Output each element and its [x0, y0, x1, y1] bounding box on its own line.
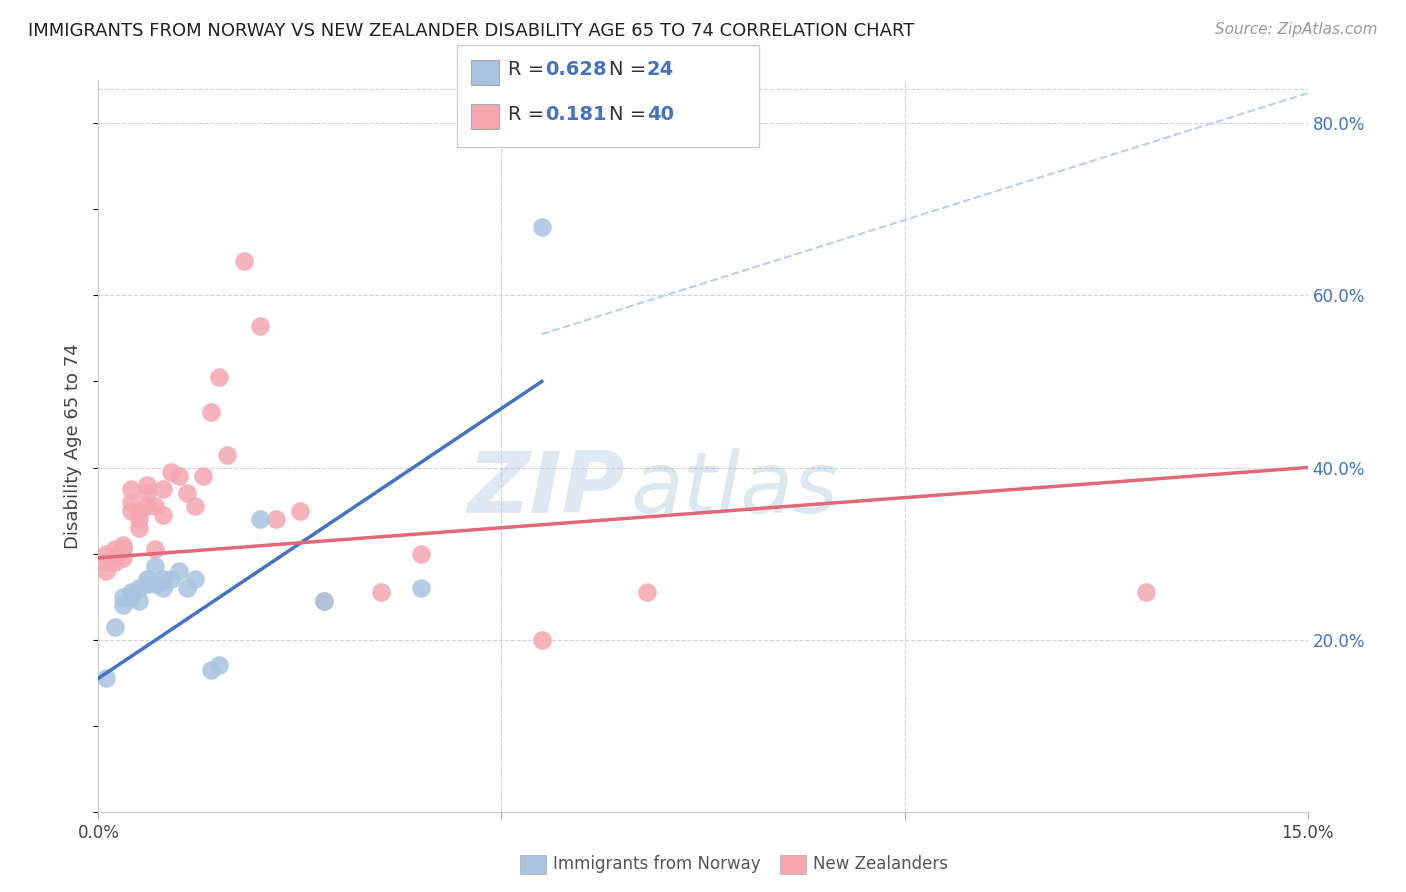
Text: N =: N = [609, 60, 652, 79]
Point [249, 318, 271, 333]
Point [120, 495, 142, 509]
Point [120, 590, 142, 604]
Point [152, 573, 174, 587]
Point [184, 573, 207, 587]
Point [249, 512, 271, 526]
Point [160, 465, 183, 479]
Point [167, 564, 190, 578]
Point [111, 542, 134, 557]
Point [167, 469, 190, 483]
Text: R =: R = [508, 60, 550, 79]
Point [217, 448, 239, 462]
Text: Source: ZipAtlas.com: Source: ZipAtlas.com [1215, 22, 1378, 37]
Point [135, 576, 157, 591]
Point [103, 555, 125, 569]
Point [314, 594, 336, 608]
Point [120, 585, 142, 599]
Text: R =: R = [508, 104, 557, 124]
Point [176, 486, 198, 500]
Point [200, 663, 222, 677]
Point [135, 573, 157, 587]
Point [530, 632, 553, 647]
Y-axis label: Disability Age 65 to 74: Disability Age 65 to 74 [65, 343, 83, 549]
Text: 40: 40 [647, 104, 673, 124]
Text: N =: N = [609, 104, 652, 124]
Point [200, 404, 222, 418]
Point [103, 550, 125, 565]
Point [143, 500, 166, 514]
Point [370, 585, 392, 599]
Text: Immigrants from Norway: Immigrants from Norway [553, 855, 761, 873]
Point [111, 550, 134, 565]
Point [120, 503, 142, 517]
Point [152, 581, 174, 595]
Point [264, 512, 287, 526]
Text: atlas: atlas [630, 449, 838, 532]
Point [208, 658, 231, 673]
Point [530, 219, 553, 234]
Text: 0.181: 0.181 [546, 104, 607, 124]
Point [314, 594, 336, 608]
Point [111, 590, 134, 604]
Text: ZIP: ZIP [467, 449, 624, 532]
Point [143, 576, 166, 591]
Point [96, 547, 118, 561]
Point [143, 559, 166, 574]
Point [1135, 585, 1157, 599]
Point [143, 542, 166, 557]
Point [120, 482, 142, 496]
Text: 0.628: 0.628 [546, 60, 607, 79]
Text: IMMIGRANTS FROM NORWAY VS NEW ZEALANDER DISABILITY AGE 65 TO 74 CORRELATION CHAR: IMMIGRANTS FROM NORWAY VS NEW ZEALANDER … [28, 22, 914, 40]
Point [96, 555, 118, 569]
Point [288, 503, 311, 517]
Point [184, 500, 207, 514]
Point [128, 512, 150, 526]
Point [232, 254, 254, 268]
Point [103, 542, 125, 557]
Point [193, 469, 215, 483]
Point [128, 521, 150, 535]
Point [128, 503, 150, 517]
Point [135, 486, 157, 500]
Point [103, 620, 125, 634]
Point [128, 581, 150, 595]
Point [96, 671, 118, 685]
Point [111, 538, 134, 552]
Point [111, 598, 134, 612]
Point [152, 508, 174, 522]
Point [409, 547, 432, 561]
Point [160, 573, 183, 587]
Point [128, 594, 150, 608]
Point [135, 500, 157, 514]
Point [135, 477, 157, 491]
Point [208, 370, 231, 384]
Text: New Zealanders: New Zealanders [813, 855, 948, 873]
Point [176, 581, 198, 595]
Point [409, 581, 432, 595]
Text: 24: 24 [647, 60, 673, 79]
Point [152, 482, 174, 496]
Point [636, 585, 658, 599]
Point [96, 564, 118, 578]
